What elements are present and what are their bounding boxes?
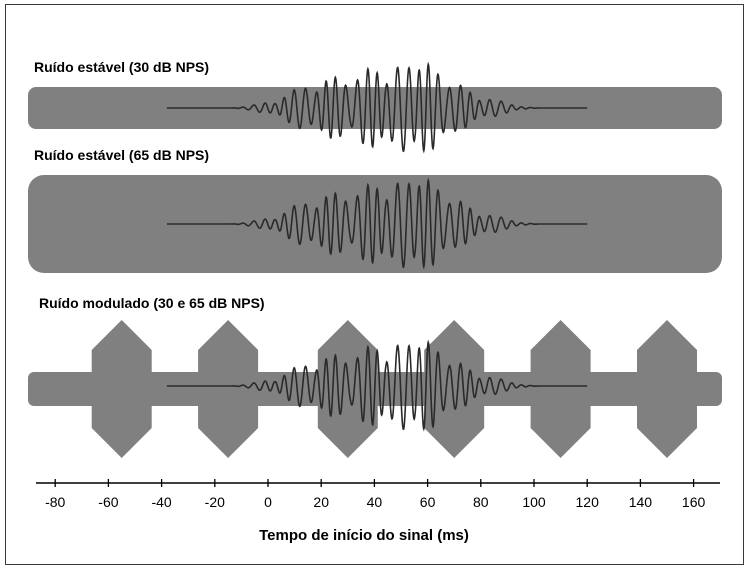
axis-tick-label: 40 xyxy=(367,494,383,510)
time-axis-title: Tempo de início do sinal (ms) xyxy=(259,527,469,544)
noise-burst xyxy=(637,320,697,458)
axis-tick-label: 0 xyxy=(264,494,272,510)
axis-tick-label: 100 xyxy=(522,494,546,510)
noise-burst xyxy=(317,320,378,458)
panel-title-modulated: Ruído modulado (30 e 65 dB NPS) xyxy=(39,295,265,311)
signal-waveform-2 xyxy=(166,177,588,270)
axis-tick-label: -20 xyxy=(205,494,225,510)
axis-tick-label: 140 xyxy=(629,494,653,510)
noise-burst xyxy=(91,320,152,458)
noise-burst xyxy=(530,320,591,458)
axis-tick-label: -40 xyxy=(151,494,171,510)
axis-tick-label: -80 xyxy=(45,494,65,510)
panel-title-steady-30: Ruído estável (30 dB NPS) xyxy=(34,59,209,75)
noise-burst xyxy=(424,320,485,458)
figure-frame: Ruído estável (30 dB NPS) Ruído estável … xyxy=(5,4,744,565)
axis-tick-label: 120 xyxy=(576,494,600,510)
time-axis-ticks: -80 -60 -40 -20 0 20 40 60 80 100 120 140 160 xyxy=(45,479,705,510)
noise-burst xyxy=(198,320,259,458)
axis-tick-label: 60 xyxy=(420,494,436,510)
axis-tick-label: 80 xyxy=(473,494,489,510)
signal-waveform-1 xyxy=(166,61,588,154)
panel-title-steady-65: Ruído estável (65 dB NPS) xyxy=(34,147,209,163)
axis-tick-label: 20 xyxy=(313,494,329,510)
diagram-canvas: Ruído estável (30 dB NPS) Ruído estável … xyxy=(28,59,722,544)
axis-tick-label: -60 xyxy=(98,494,118,510)
axis-tick-label: 160 xyxy=(682,494,706,510)
signal-waveform-3 xyxy=(166,339,588,432)
